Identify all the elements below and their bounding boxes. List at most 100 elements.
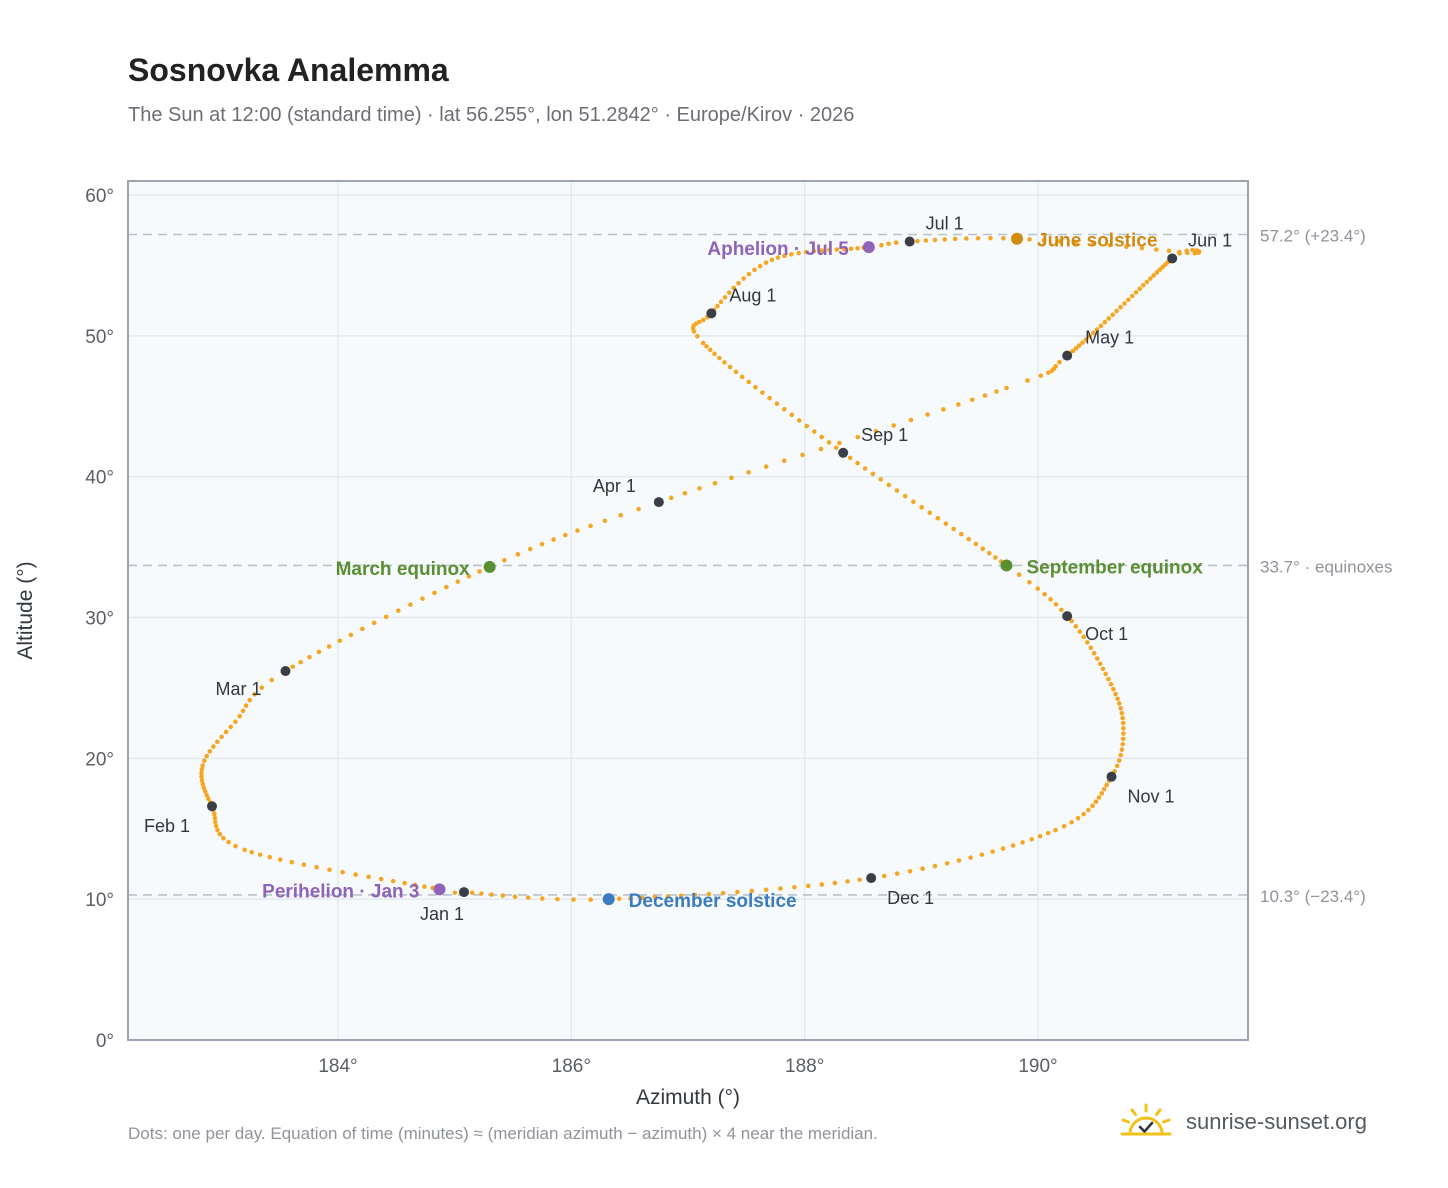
day-dot [1073,624,1079,629]
day-dot [213,819,218,825]
day-dot [767,395,772,401]
reference-line-label: 10.3° (−23.4°) [1260,887,1366,906]
day-dot [729,475,734,481]
brand-link[interactable]: sunrise-sunset.org [1186,1109,1367,1134]
day-dot [1053,827,1058,833]
day-dot [1118,706,1124,711]
day-dot [1077,629,1083,634]
day-dot [789,412,795,418]
day-dot [512,894,518,899]
day-dot [763,887,769,893]
day-dot [1177,249,1182,255]
day-dot [694,333,700,339]
day-dot [525,895,531,900]
day-dot [775,255,781,260]
day-dot [932,237,938,243]
day-dot [959,531,964,537]
day-dot [1111,686,1116,692]
day-dot [811,248,817,254]
day-dot [1041,237,1047,243]
day-dot [763,464,769,469]
day-dot [1086,807,1091,813]
day-dot [1004,385,1009,391]
day-dot [1110,312,1115,318]
day-dot [826,440,832,445]
day-dot [1141,283,1146,288]
day-dot [964,236,969,241]
day-dot [919,504,924,510]
day-dot [700,317,706,323]
day-dot [1053,602,1059,607]
day-dot [204,753,210,759]
day-dot [199,770,204,776]
day-dot [968,855,973,860]
day-dot [1010,843,1016,848]
day-dot [1120,741,1126,747]
day-dot [804,423,810,429]
day-dot [704,343,709,349]
day-dot [360,626,365,632]
day-dot [1001,236,1006,241]
event-marker [1000,559,1013,572]
day-dot [466,574,472,579]
day-dot [715,303,720,309]
event-label: Perihelion · Jan 3 [262,881,419,902]
day-dot [212,811,217,817]
day-dot [706,891,712,897]
day-dot [796,418,802,423]
day-dot [907,868,913,874]
day-dot [1081,811,1086,817]
day-dot [722,360,727,365]
month-marker [1167,253,1178,264]
day-dot [618,512,624,518]
day-dot [1080,340,1085,345]
month-label: Dec 1 [887,888,934,908]
day-dot [1069,618,1074,624]
day-dot [757,263,763,269]
day-dot [941,407,946,412]
day-dot [1106,676,1111,682]
day-dot [805,883,811,889]
event-marker [862,241,875,254]
day-dot [827,247,832,253]
day-dot [753,384,758,390]
day-dot [588,523,593,529]
day-dot [727,364,733,370]
day-dot [243,703,249,708]
reference-lines: 57.2° (+23.4°) 33.7° · equinoxes 10.3° (−2… [128,227,1393,906]
day-dot [980,546,986,551]
day-dot [1073,240,1079,245]
event-marker [1011,232,1023,245]
y-axis-title: Altitude (°) [14,561,37,659]
day-dot [422,884,427,889]
event-label: Aphelion · Jul 5 [707,239,849,260]
day-dot [1108,681,1114,687]
day-dot [489,892,494,897]
day-dot [555,896,560,902]
day-dot [233,719,238,725]
day-dot [390,878,396,884]
day-dot [259,685,265,690]
day-dot [298,659,303,665]
month-marker [706,308,717,319]
brand[interactable]: sunrise-sunset.org [1118,1100,1367,1144]
day-dot [1097,661,1103,667]
month-marker [459,887,469,898]
day-dot [278,857,283,862]
day-dot [819,434,824,440]
day-dot [1070,348,1076,354]
day-dot [1076,343,1082,348]
day-dot [242,847,247,853]
day-dot [1116,701,1122,706]
day-dot [267,854,273,860]
day-dot [855,460,860,466]
month-label: Jul 1 [926,214,964,234]
day-dot [873,428,879,434]
day-dot [371,620,377,626]
day-dot [1104,782,1109,788]
day-dot [539,541,545,547]
day-dot [252,691,257,697]
month-marker [207,801,217,812]
day-dot [420,596,425,601]
day-dot [1046,370,1051,376]
